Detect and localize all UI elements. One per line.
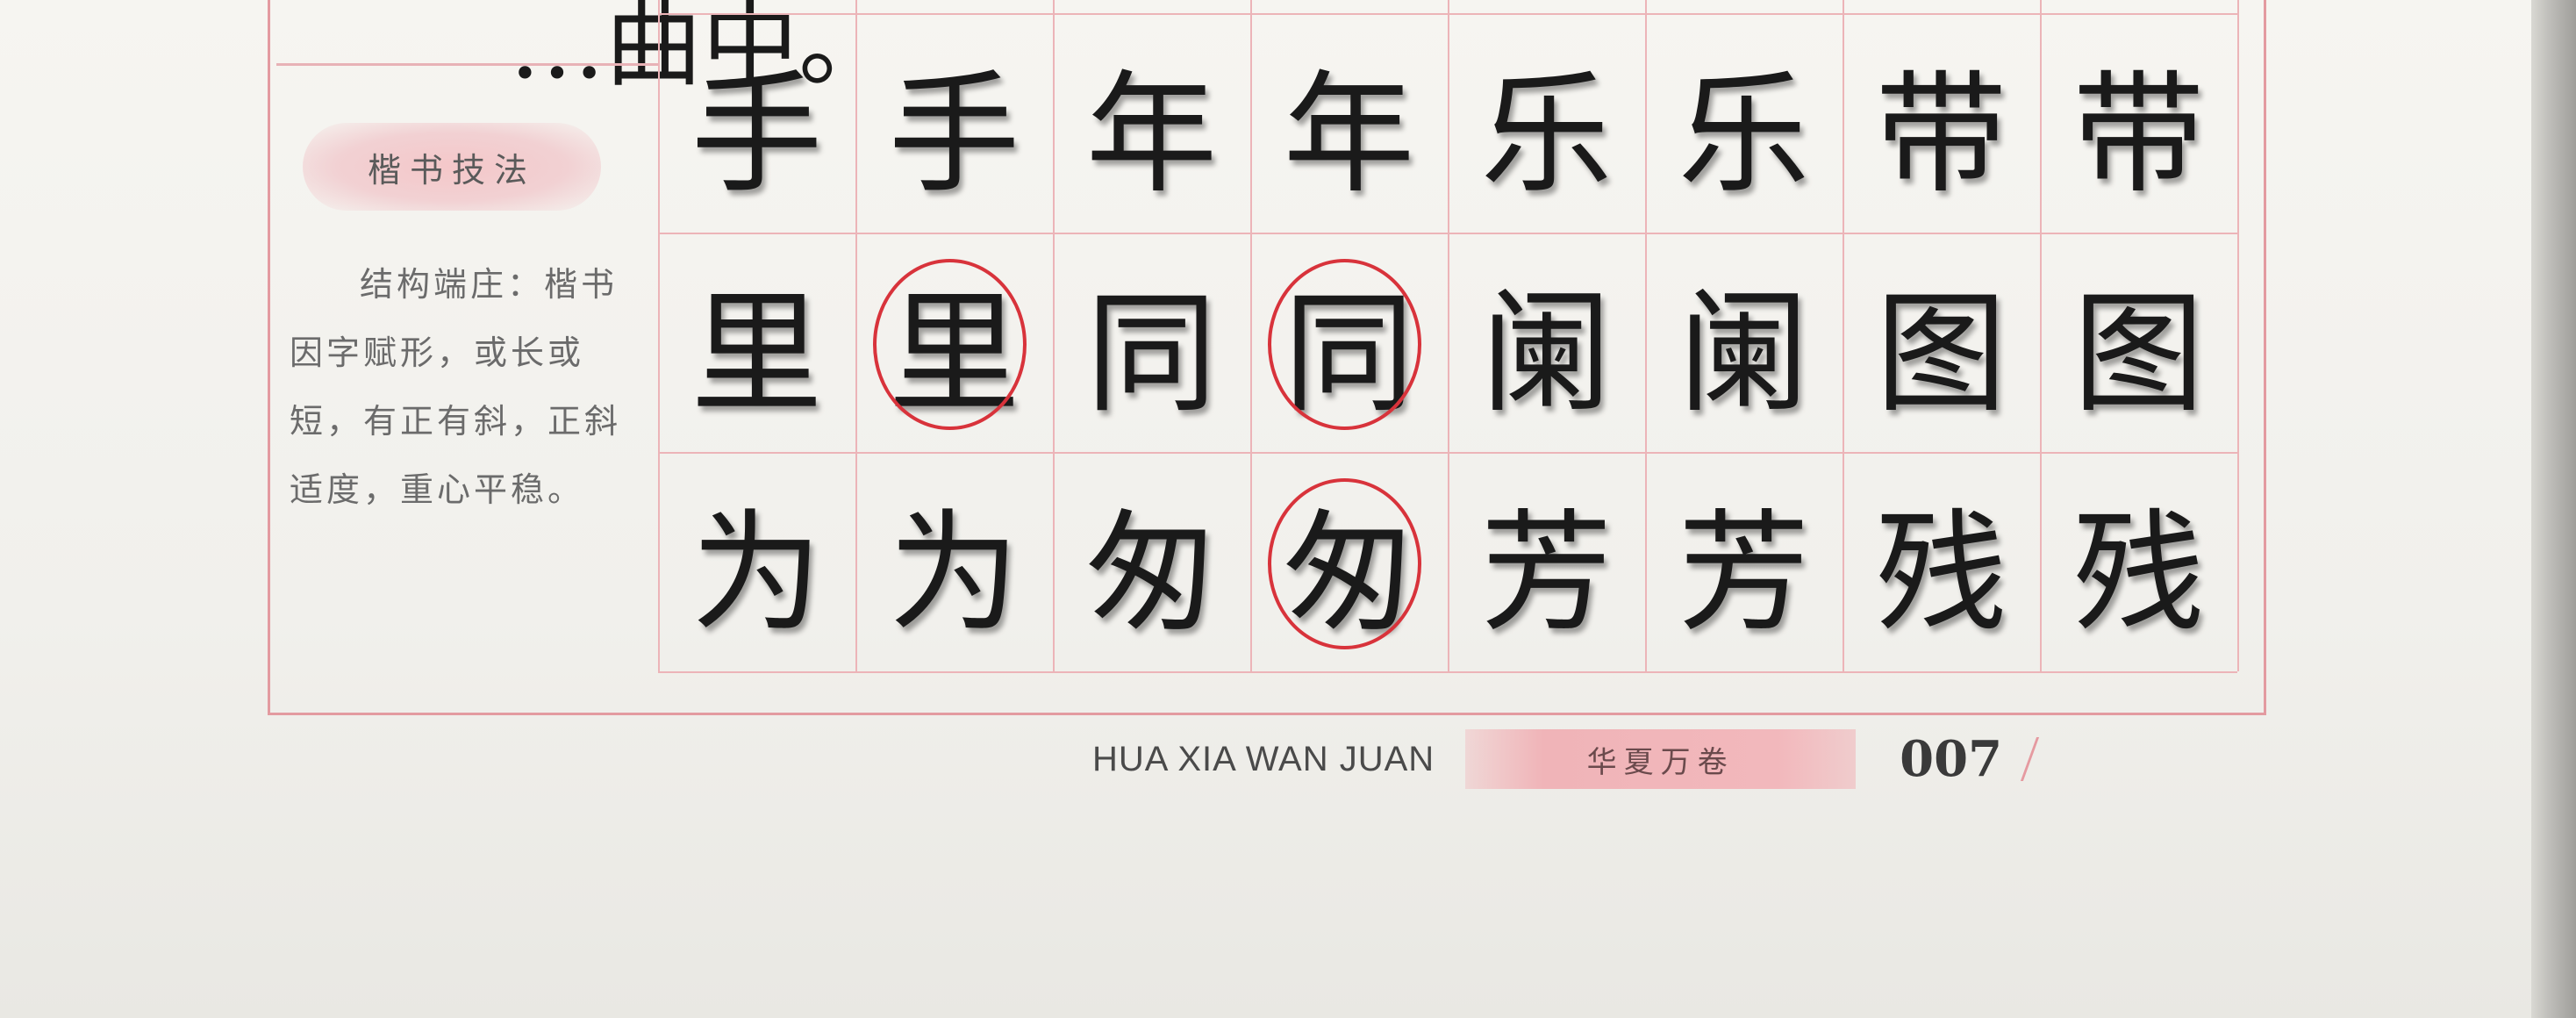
- grid-cell-character: 同: [1250, 233, 1448, 452]
- grid-cell-character: 匆: [1250, 452, 1448, 671]
- grid-cell-character: 阑: [1480, 277, 1613, 431]
- grid-cell-character: 年: [1283, 58, 1415, 211]
- page-edge-shadow: [2531, 0, 2576, 1018]
- grid-row-line: [658, 452, 2237, 454]
- grid-row-line: [658, 233, 2237, 234]
- technique-description: 结构端庄：楷书因字赋形，或长或短，有正有斜，正斜适度，重心平稳。: [290, 265, 622, 509]
- grid-row-line: [658, 13, 2237, 15]
- grid-column-line: [2040, 0, 2042, 671]
- grid-column-line: [1448, 0, 1449, 671]
- footer-band: 华夏万卷: [1465, 729, 1857, 789]
- footer-slash-mark: [2020, 737, 2040, 781]
- grid-cell-character: 匆: [1085, 497, 1218, 650]
- grid-cell-character: 乐: [1678, 58, 1810, 211]
- footer-chinese-title: 华夏万卷: [1586, 744, 1735, 780]
- grid-column-line: [1250, 0, 1252, 671]
- grid-cell-character: 阑: [1678, 277, 1810, 431]
- grid-row-line: [658, 671, 2237, 673]
- grid-cell-character: 残: [2072, 497, 2205, 650]
- grid-cell-character: 手: [888, 58, 1020, 211]
- grid-column-line: [1645, 0, 1647, 671]
- page-number: 007: [1900, 730, 2003, 788]
- technique-title: 楷书技法: [367, 150, 536, 190]
- grid-cell-character: 带: [2072, 58, 2205, 211]
- grid-column-line: [2237, 0, 2239, 671]
- grid-column-line: [1053, 0, 1055, 671]
- page-footer: HUA XIA WAN JUAN 华夏万卷 007: [1092, 720, 2040, 799]
- grid-column-line: [1843, 0, 1844, 671]
- grid-cell-character: 里: [855, 233, 1053, 452]
- grid-cell-character: 为: [691, 497, 823, 650]
- grid-cell-character: 芳: [1480, 497, 1613, 650]
- grid-cell-character: 手: [691, 58, 823, 211]
- sidebar-divider: [276, 63, 658, 66]
- grid-column-line: [658, 0, 660, 671]
- top-text-fragment: …曲中。: [509, 0, 895, 100]
- technique-badge: 楷书技法: [303, 123, 601, 211]
- footer-english-title: HUA XIA WAN JUAN: [1092, 739, 1435, 778]
- grid-cell-character: 图: [2072, 277, 2205, 431]
- grid-column-line: [855, 0, 857, 671]
- red-border-frame: [268, 0, 2266, 715]
- grid-cell-character: 带: [1875, 58, 2007, 211]
- grid-cell-character: 芳: [1678, 497, 1810, 650]
- grid-cell-character: 图: [1875, 277, 2007, 431]
- practice-grid: 手手年年乐乐带带里里同同阑阑图图为为匆匆芳芳残残: [658, 0, 2239, 673]
- grid-cell-character: 里: [691, 277, 823, 431]
- grid-cell-character: 年: [1085, 58, 1218, 211]
- grid-cell-character: 为: [888, 497, 1020, 650]
- grid-cell-character: 残: [1875, 497, 2007, 650]
- grid-cell-character: 乐: [1480, 58, 1613, 211]
- grid-cell-character: 同: [1085, 277, 1218, 431]
